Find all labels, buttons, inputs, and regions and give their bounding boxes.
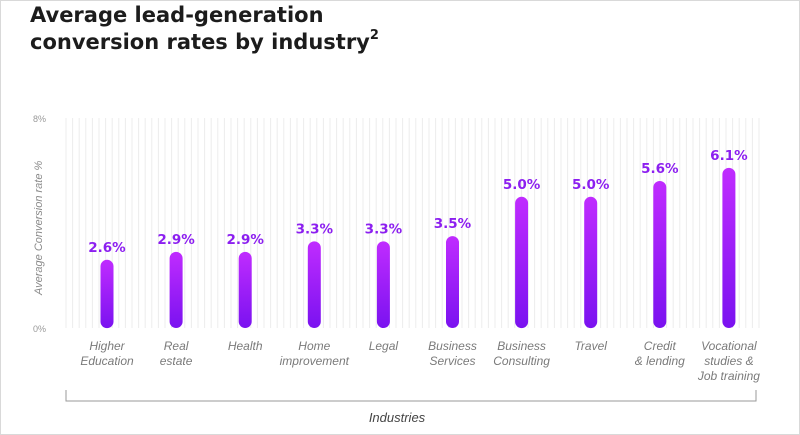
- x-axis-label: Industries: [369, 410, 426, 425]
- bar-value-label: 6.1%: [710, 148, 748, 164]
- bar-value-label: 2.9%: [226, 232, 264, 248]
- bar: [376, 241, 390, 328]
- bar-value-label: 5.0%: [503, 177, 541, 193]
- bar-value-label: 2.9%: [157, 232, 195, 248]
- category-label: Business Services: [428, 339, 477, 368]
- bar: [722, 167, 736, 328]
- category-label: Credit & lending: [635, 339, 685, 368]
- chart-title-line2: conversion rates by industry: [30, 30, 370, 54]
- bar-value-label: 3.3%: [365, 221, 403, 237]
- y-tick-max: 8%: [33, 114, 46, 124]
- category-label: Real estate: [160, 339, 193, 368]
- category-label: Business Consulting: [493, 339, 550, 368]
- y-tick-min: 0%: [33, 324, 46, 334]
- chart-title-line1: Average lead-generation: [30, 3, 324, 27]
- category-label: Home improvement: [280, 339, 350, 368]
- category-label: Vocational studies & Job training: [697, 339, 760, 383]
- bar: [446, 236, 459, 328]
- title-footnote-marker: 2: [369, 28, 379, 43]
- bar-value-label: 3.5%: [434, 216, 472, 232]
- bar: [100, 259, 114, 329]
- bar: [238, 251, 252, 328]
- category-label: Legal: [369, 339, 399, 353]
- bar: [584, 196, 598, 329]
- category-label: Higher Education: [80, 339, 134, 368]
- category-label: Health: [228, 339, 263, 353]
- bar-value-label: 2.6%: [88, 240, 126, 256]
- chart-title: Average lead-generation conversion rates…: [30, 2, 390, 56]
- bar: [515, 196, 529, 329]
- x-axis-bracket: [65, 390, 757, 402]
- bar-value-label: 5.0%: [572, 177, 610, 193]
- bar-value-label: 5.6%: [641, 161, 679, 177]
- bar-value-label: 3.3%: [296, 221, 334, 237]
- category-label: Travel: [574, 339, 607, 353]
- y-axis-label: Average Conversion rate %: [33, 160, 45, 296]
- bar: [653, 181, 667, 328]
- bar: [169, 251, 183, 328]
- bar: [307, 241, 321, 328]
